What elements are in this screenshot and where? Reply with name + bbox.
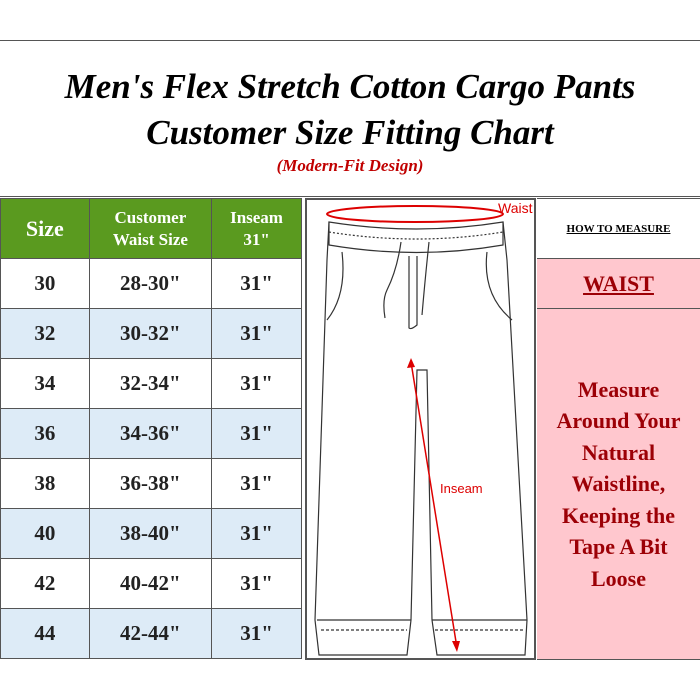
header-inseam: Inseam 31" xyxy=(211,198,302,259)
cell-inseam: 31" xyxy=(211,608,302,659)
cell-size: 34 xyxy=(0,358,90,409)
cell-waist: 36-38" xyxy=(88,458,213,509)
how-to-measure-panel: HOW TO MEASURE WAIST Measure Around Your… xyxy=(537,198,700,660)
cell-waist: 34-36" xyxy=(88,408,213,459)
title-line-2: Customer Size Fitting Chart xyxy=(146,113,554,152)
waist-heading: WAIST xyxy=(537,259,700,309)
how-to-measure-heading: HOW TO MEASURE xyxy=(537,199,700,259)
cell-inseam: 31" xyxy=(211,458,302,509)
cell-waist: 38-40" xyxy=(88,508,213,559)
cell-waist: 42-44" xyxy=(88,608,213,659)
arrow-head-top xyxy=(407,358,415,368)
table-row: 38 36-38" 31" xyxy=(0,458,302,509)
title-line-1: Men's Flex Stretch Cotton Cargo Pants xyxy=(64,67,636,106)
table-row: 34 32-34" 31" xyxy=(0,358,302,409)
cell-waist: 32-34" xyxy=(88,358,213,409)
title-box: Men's Flex Stretch Cotton Cargo Pants Cu… xyxy=(0,40,700,197)
waist-label: Waist xyxy=(498,200,533,216)
cell-waist: 30-32" xyxy=(88,308,213,359)
table-row: 32 30-32" 31" xyxy=(0,308,302,359)
cell-inseam: 31" xyxy=(211,508,302,559)
cell-size: 36 xyxy=(0,408,90,459)
header-waist: Customer Waist Size xyxy=(88,198,213,259)
table-row: 36 34-36" 31" xyxy=(0,408,302,459)
cell-inseam: 31" xyxy=(211,408,302,459)
table-row: 30 28-30" 31" xyxy=(0,258,302,309)
cell-size: 42 xyxy=(0,558,90,609)
cell-waist: 40-42" xyxy=(88,558,213,609)
cell-size: 44 xyxy=(0,608,90,659)
pants-illustration xyxy=(314,205,528,656)
cell-inseam: 31" xyxy=(211,308,302,359)
subtitle: (Modern-Fit Design) xyxy=(276,156,424,175)
measure-instruction: Measure Around Your Natural Waistline, K… xyxy=(537,309,700,659)
table-row: 40 38-40" 31" xyxy=(0,508,302,559)
cell-inseam: 31" xyxy=(211,558,302,609)
table-row: 44 42-44" 31" xyxy=(0,608,302,659)
cell-size: 38 xyxy=(0,458,90,509)
inseam-label: Inseam xyxy=(440,481,483,496)
pants-diagram: Waist Inseam xyxy=(305,198,536,660)
cell-size: 40 xyxy=(0,508,90,559)
cell-size: 32 xyxy=(0,308,90,359)
arrow-head-bottom xyxy=(452,641,460,652)
cell-waist: 28-30" xyxy=(88,258,213,309)
header-size: Size xyxy=(0,198,90,259)
cell-inseam: 31" xyxy=(211,358,302,409)
table-row: 42 40-42" 31" xyxy=(0,558,302,609)
size-table: Size Customer Waist Size Inseam 31" 30 28… xyxy=(0,198,302,659)
cell-size: 30 xyxy=(0,258,90,309)
cell-inseam: 31" xyxy=(211,258,302,309)
